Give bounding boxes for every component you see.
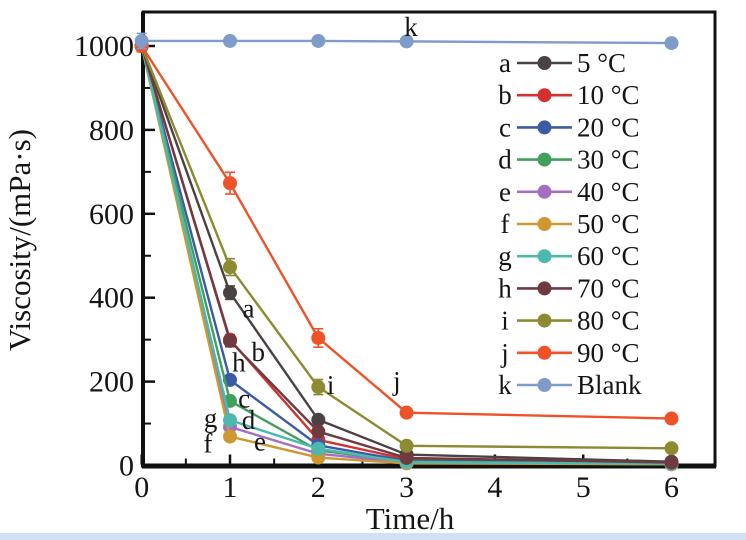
marker-i: [311, 380, 326, 395]
marker-i: [664, 441, 679, 456]
curve-label-g: g: [204, 403, 218, 433]
y-tick-label: 400: [89, 282, 134, 315]
marker-k: [399, 34, 414, 49]
marker-h: [664, 455, 679, 470]
y-tick-label: 800: [89, 114, 134, 147]
legend-marker-f: [537, 217, 552, 231]
legend-label-e: 40 °C: [577, 177, 640, 207]
legend-marker-i: [537, 313, 552, 328]
legend-key-b: b: [498, 80, 512, 110]
legend-marker-d: [537, 152, 552, 167]
curve-label-h: h: [232, 348, 246, 378]
curve-label-d: d: [242, 405, 256, 435]
marker-j: [311, 330, 326, 345]
y-axis-title: Viscosity/(mPa·s): [2, 129, 37, 351]
y-tick-label: 200: [89, 366, 134, 399]
legend-key-k: k: [498, 370, 512, 400]
marker-a: [311, 412, 326, 427]
curve-label-a: a: [243, 294, 255, 324]
legend-key-d: d: [498, 145, 512, 175]
legend-label-g: 60 °C: [577, 241, 640, 271]
legend-marker-b: [537, 88, 552, 103]
legend-marker-j: [537, 345, 552, 360]
legend-marker-e: [537, 184, 552, 199]
legend-marker-k: [537, 378, 552, 392]
x-tick-label: 2: [311, 471, 326, 504]
x-tick-label: 4: [487, 471, 502, 504]
curve-label-j: j: [392, 366, 401, 396]
marker-j: [664, 411, 679, 426]
y-tick-label: 1000: [74, 30, 134, 63]
marker-a: [223, 285, 237, 300]
curve-label-b: b: [252, 337, 266, 367]
legend-label-d: 30 °C: [577, 145, 640, 175]
x-tick-label: 5: [576, 471, 591, 504]
legend-key-c: c: [499, 112, 511, 142]
legend-label-b: 10 °C: [577, 80, 640, 110]
x-tick-label: 0: [134, 471, 149, 504]
marker-j: [399, 405, 414, 420]
legend-key-h: h: [498, 273, 512, 303]
marker-i: [399, 438, 414, 453]
legend-marker-g: [537, 249, 552, 264]
marker-h: [399, 450, 414, 465]
y-tick-label: 600: [89, 198, 134, 231]
x-axis-title: Time/h: [366, 501, 455, 536]
legend-label-k: Blank: [577, 370, 642, 400]
legend-key-a: a: [499, 48, 511, 78]
legend-key-i: i: [501, 306, 509, 336]
marker-g: [311, 441, 326, 456]
legend-label-a: 5 °C: [577, 48, 626, 78]
legend-marker-c: [537, 120, 552, 135]
legend-label-i: 80 °C: [577, 306, 640, 336]
marker-f: [223, 429, 237, 444]
x-tick-label: 6: [664, 471, 679, 504]
curve-label-k: k: [404, 12, 418, 42]
legend-key-g: g: [498, 241, 512, 271]
x-tick-label: 3: [399, 471, 414, 504]
marker-h: [223, 333, 237, 348]
curve-label-f: f: [203, 429, 212, 459]
x-tick-label: 1: [223, 471, 238, 504]
curve-label-c: c: [238, 383, 250, 413]
marker-g: [223, 413, 237, 428]
legend-key-e: e: [499, 177, 511, 207]
legend-label-h: 70 °C: [577, 273, 640, 303]
marker-k: [311, 33, 326, 48]
legend-marker-h: [537, 281, 552, 296]
legend-label-f: 50 °C: [577, 209, 640, 239]
marker-i: [223, 260, 237, 275]
legend-label-j: 90 °C: [577, 338, 640, 368]
marker-k: [134, 33, 149, 48]
marker-j: [223, 176, 237, 191]
page-bottom-strip: [0, 533, 746, 540]
y-tick-label: 0: [119, 450, 134, 483]
curve-label-e: e: [254, 427, 266, 457]
legend-marker-a: [537, 56, 552, 70]
marker-h: [311, 424, 326, 439]
marker-k: [664, 36, 679, 51]
legend-label-c: 20 °C: [577, 112, 640, 142]
legend-key-j: j: [500, 338, 509, 368]
legend-key-f: f: [501, 209, 510, 239]
curve-label-i: i: [327, 370, 335, 400]
marker-k: [223, 33, 237, 48]
